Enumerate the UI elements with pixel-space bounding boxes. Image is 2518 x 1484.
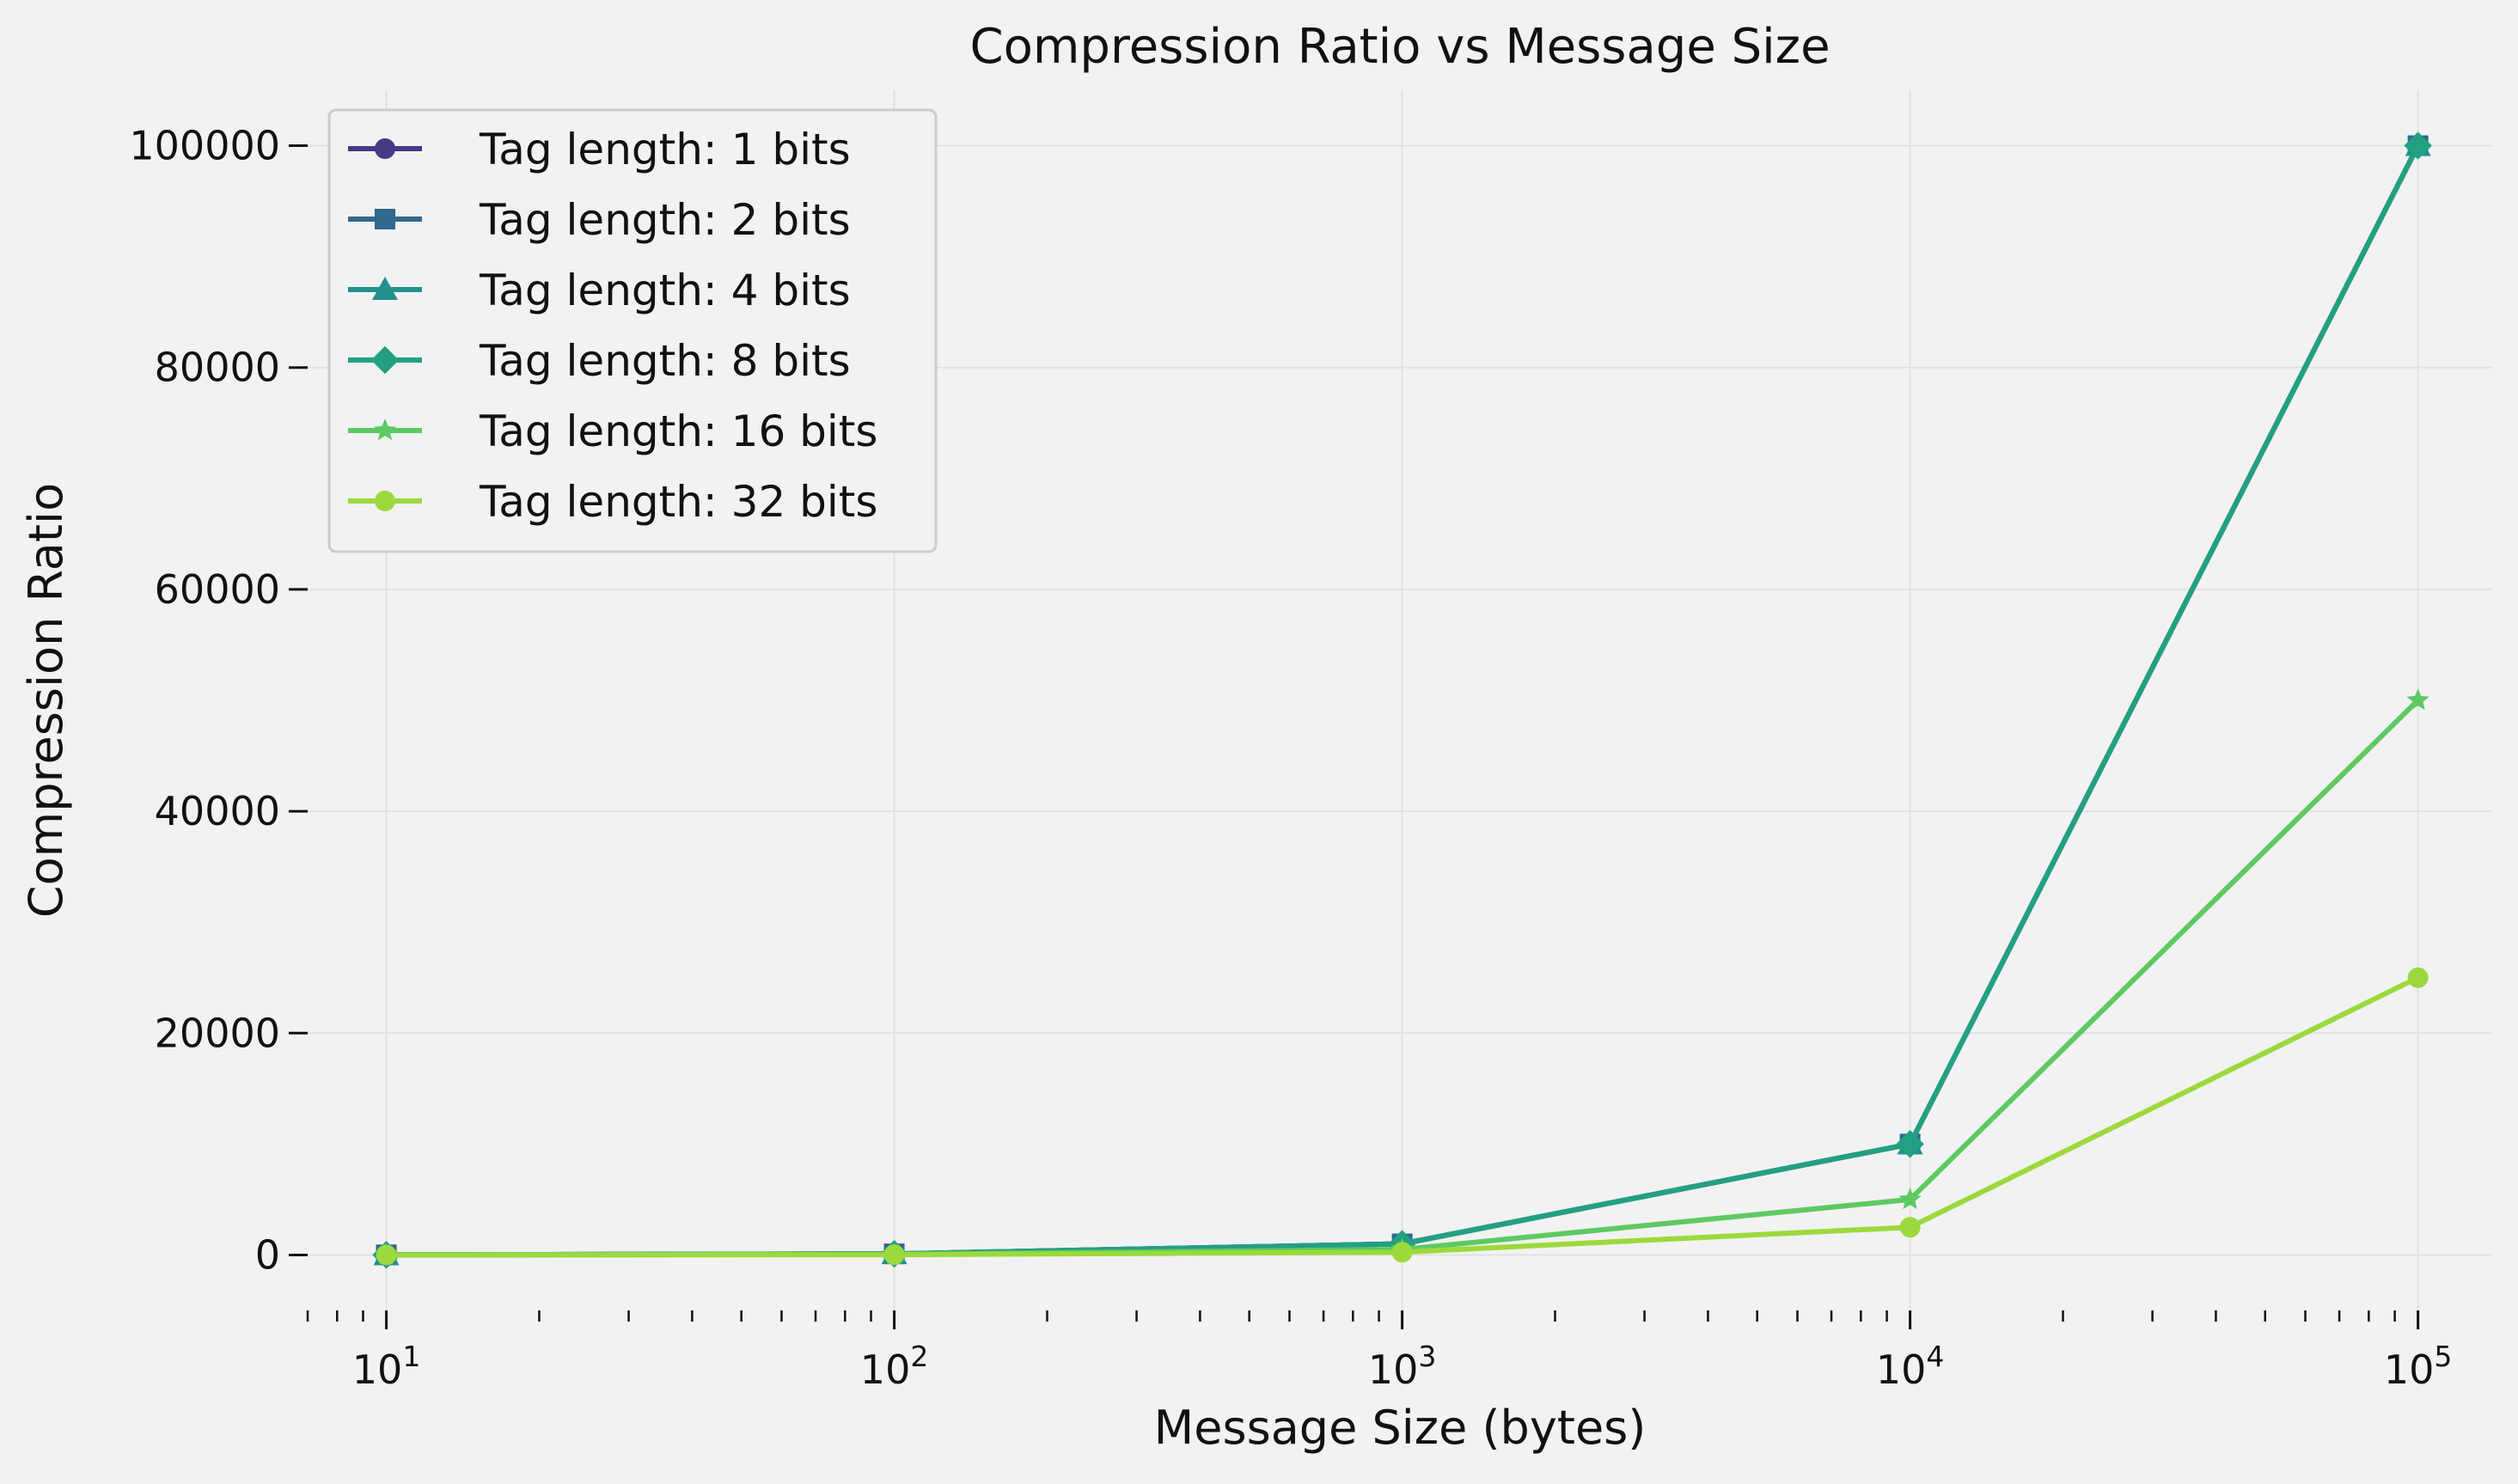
legend-item: Tag length: 16 bits [348,406,877,456]
data-point [376,1244,397,1266]
legend-label: Tag length: 2 bits [479,195,851,245]
data-point [2404,131,2432,160]
data-point [375,209,395,229]
data-point [1898,1188,1922,1210]
legend-item: Tag length: 2 bits [348,195,851,245]
legend-item: Tag length: 4 bits [348,266,851,315]
y-axis-title: Compression Ratio [19,483,73,918]
x-tick-label: 102 [860,1340,929,1393]
legend-label: Tag length: 16 bits [479,406,877,456]
data-point [370,345,400,375]
y-tick-label: 20000 [155,1010,280,1056]
legend-label: Tag length: 1 bits [479,125,851,174]
y-tick-label: 60000 [155,566,280,613]
x-tick-label: 104 [1876,1340,1945,1393]
legend-label: Tag length: 32 bits [479,477,877,527]
data-point [883,1244,905,1266]
data-point [375,491,395,511]
data-point [2407,967,2429,988]
data-point [1899,1217,1921,1238]
legend-label: Tag length: 4 bits [479,266,851,315]
axes: 0 20000 40000 60000 80000 100000 101 102 103 104 1… [129,123,2452,1393]
legend-box [327,108,938,553]
x-tick-label: 103 [1368,1340,1437,1393]
y-tick-label: 40000 [155,788,280,834]
data-point [1896,1130,1924,1158]
y-tick-label: 80000 [155,345,280,391]
legend-item: Tag length: 8 bits [348,336,851,386]
y-tick-label: 100000 [129,123,280,169]
series-6 [376,967,2429,1266]
legend-label: Tag length: 8 bits [479,336,851,386]
data-point [2406,688,2429,711]
legend-item: Tag length: 32 bits [348,477,877,527]
series-group [372,131,2432,1269]
legend: Tag length: 1 bits Tag length: 2 bits Tag … [327,108,938,553]
x-tick-label: 105 [2384,1340,2453,1393]
chart-title: Compression Ratio vs Message Size [969,19,1830,75]
data-point [372,277,398,300]
data-point [375,138,395,159]
legend-item: Tag length: 1 bits [348,125,851,174]
data-point [1391,1242,1413,1263]
data-point [373,418,397,441]
x-axis-title: Message Size (bytes) [1154,1401,1647,1455]
y-tick-label: 0 [255,1231,280,1278]
x-tick-label: 101 [352,1340,421,1393]
